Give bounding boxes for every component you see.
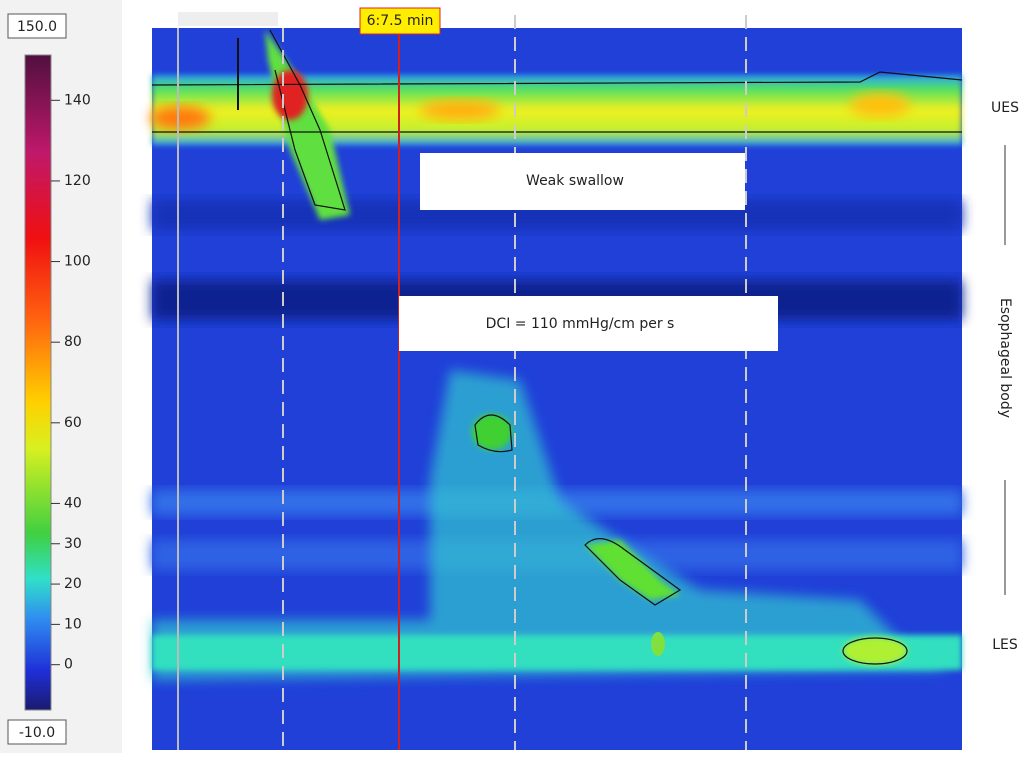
time-marker: 6:7.5 min: [367, 13, 434, 29]
colorbar-tick-label: 100: [64, 254, 91, 270]
region-label: LES: [992, 637, 1018, 653]
region-label: Esophageal body: [997, 298, 1013, 418]
limit-box: [7, 13, 67, 39]
colorbar-min: -10.0: [19, 725, 55, 741]
annotation-box: [399, 296, 778, 351]
colorbar-tick-label: 10: [64, 616, 82, 632]
annotation: Weak swallow: [526, 173, 624, 189]
colorbar-tick-label: 80: [64, 334, 82, 350]
colorbar-tick-label: 30: [64, 536, 82, 552]
colorbar-max: 150.0: [17, 19, 57, 35]
colorbar-tick-label: 0: [64, 657, 73, 673]
colorbar-panel: [0, 0, 122, 753]
colorbar-tick-label: 60: [64, 415, 82, 431]
colorbar: [24, 54, 52, 711]
colorbar-tick-label: 40: [64, 495, 82, 511]
annotation: DCI = 110 mmHg/cm per s: [486, 316, 675, 332]
colorbar-tick-label: 120: [64, 173, 91, 189]
colorbar-tick-label: 20: [64, 576, 82, 592]
pressure-heatmap: [150, 12, 963, 750]
region-label: UES: [991, 100, 1019, 116]
annotation-box: [420, 153, 745, 210]
time-marker-box: [359, 7, 441, 35]
colorbar-tick-label: 140: [64, 92, 91, 108]
limit-box: [7, 719, 67, 745]
